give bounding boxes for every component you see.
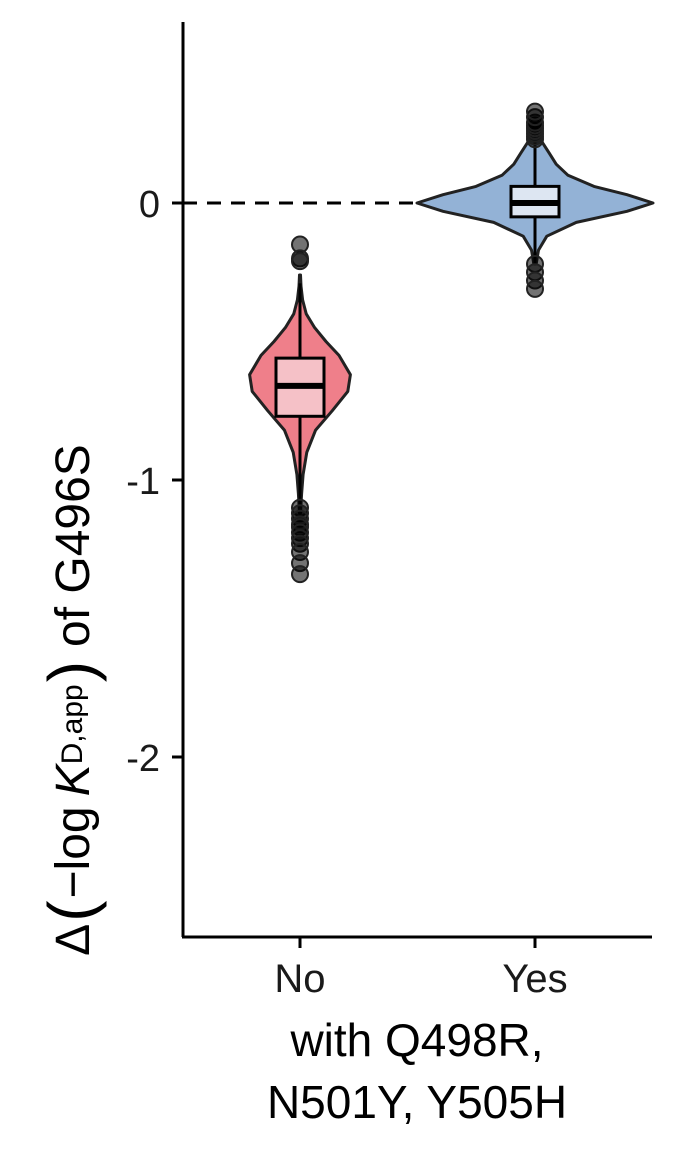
y-tick-label: -1: [126, 461, 160, 503]
y-label-delta: Δ: [46, 923, 100, 956]
outlier-point: [526, 279, 544, 298]
y-ticks: 0 -1 -2: [126, 184, 183, 780]
violin-group-no: [248, 235, 352, 584]
violin-group-yes: [415, 102, 655, 298]
y-label-k: K: [46, 764, 100, 797]
y-tick-label: 0: [139, 184, 160, 226]
outlier-point: [291, 565, 309, 584]
y-label-close-paren: ): [35, 660, 107, 683]
x-tick-label: No: [274, 957, 325, 1001]
x-ticks: No Yes: [274, 937, 568, 1001]
y-label-subscript: D,app: [56, 684, 89, 765]
outlier-point: [291, 252, 309, 271]
plot-area: [183, 102, 655, 584]
y-label-suffix: of G496S: [46, 444, 100, 647]
x-tick-label: Yes: [502, 957, 567, 1001]
outlier-point: [526, 102, 544, 121]
y-label-minus-log: −log: [46, 806, 100, 899]
y-label-open-paren: (: [35, 900, 107, 922]
x-axis-label-line-2: N501Y, Y505H: [266, 1076, 568, 1128]
x-axis-label-line-1: with Q498R,: [290, 1014, 544, 1066]
y-tick-label: -2: [126, 738, 160, 780]
y-axis-label: Δ ( −log K D,app ) of G496S: [28, 350, 118, 1050]
